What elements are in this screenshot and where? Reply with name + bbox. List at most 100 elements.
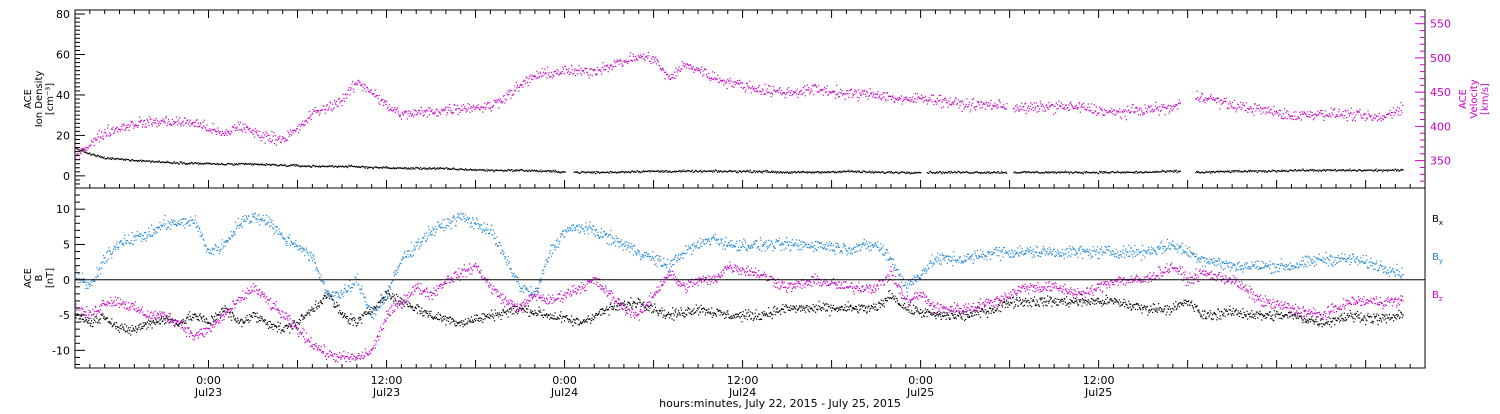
velocity-point	[1088, 109, 1090, 111]
velocity-point	[521, 84, 523, 86]
velocity-point	[133, 127, 135, 129]
bx-point	[155, 322, 157, 324]
bx-point	[434, 316, 436, 319]
velocity-point	[105, 135, 107, 137]
density-point	[936, 171, 938, 173]
velocity-point	[1139, 107, 1141, 109]
bx-point	[134, 330, 136, 332]
density-point	[124, 159, 126, 161]
bx-point	[217, 313, 219, 315]
density-point	[421, 168, 423, 170]
bx-point	[505, 311, 507, 313]
velocity-point	[256, 130, 258, 132]
density-point	[869, 171, 871, 173]
density-point	[1231, 170, 1233, 172]
velocity-point	[165, 117, 167, 119]
bx-point	[539, 311, 541, 313]
bx-point	[447, 317, 449, 319]
velocity-point	[1267, 112, 1269, 114]
velocity-point	[197, 122, 199, 124]
bx-point	[319, 301, 321, 303]
bx-point	[416, 304, 418, 306]
density-point	[1055, 172, 1057, 174]
bx-point	[534, 310, 536, 312]
density-point	[1090, 172, 1092, 174]
bx-point	[514, 305, 516, 307]
bx-point	[193, 314, 195, 316]
density-point	[500, 169, 502, 171]
velocity-point	[613, 66, 615, 68]
bx-point	[676, 313, 678, 315]
velocity-point	[539, 71, 541, 73]
density-point	[1312, 169, 1314, 171]
density-point	[878, 171, 880, 173]
velocity-point	[1038, 110, 1040, 112]
velocity-point	[186, 120, 188, 122]
density-point	[655, 170, 658, 172]
density-point	[1347, 169, 1350, 171]
density-point	[700, 169, 702, 171]
bx-point	[134, 326, 137, 328]
density-point	[104, 158, 106, 160]
density-point	[691, 170, 693, 172]
bx-point	[584, 321, 586, 323]
bx-point	[308, 309, 310, 311]
velocity-point	[422, 115, 424, 117]
density-point	[465, 169, 467, 171]
bx-point	[271, 326, 273, 328]
velocity-point	[1213, 100, 1216, 102]
density-point	[1022, 171, 1024, 173]
density-point	[1210, 172, 1212, 174]
density-point	[948, 171, 950, 173]
density-point	[146, 160, 148, 162]
density-point	[504, 169, 506, 171]
density-point	[828, 171, 831, 173]
density-point	[397, 167, 399, 169]
density-point	[890, 172, 892, 174]
velocity-point	[93, 144, 95, 147]
bx-point	[926, 316, 928, 318]
velocity-point	[504, 98, 507, 100]
bx-point	[599, 308, 601, 311]
velocity-point	[1112, 113, 1114, 115]
density-point	[1103, 172, 1106, 174]
bx-point	[458, 322, 460, 324]
density-point	[1051, 171, 1053, 173]
density-point	[1112, 171, 1115, 173]
density-point	[1220, 170, 1222, 172]
bx-point	[317, 305, 319, 307]
density-point	[530, 170, 532, 172]
bx-point	[689, 308, 691, 310]
density-point	[1286, 170, 1288, 172]
velocity-point	[1017, 108, 1019, 110]
velocity-point	[453, 104, 455, 106]
velocity-point	[923, 97, 925, 99]
density-point	[1033, 172, 1035, 174]
density-point	[582, 171, 584, 173]
density-point	[1024, 171, 1026, 173]
bx-point	[137, 325, 140, 327]
density-point	[987, 171, 989, 173]
bx-point	[935, 318, 937, 320]
velocity-point	[509, 89, 511, 91]
velocity-point	[324, 112, 326, 114]
velocity-point	[1161, 104, 1163, 106]
velocity-point	[958, 107, 960, 109]
velocity-point	[381, 98, 383, 101]
bx-point	[775, 308, 777, 310]
velocity-point	[657, 61, 659, 63]
bx-point	[451, 318, 453, 320]
bx-point	[550, 317, 553, 319]
density-point	[735, 170, 737, 172]
density-point	[564, 171, 566, 173]
velocity-point	[248, 129, 250, 131]
velocity-point	[384, 101, 386, 103]
density-point	[312, 164, 314, 166]
bx-point	[156, 321, 159, 324]
velocity-point	[713, 72, 716, 74]
velocity-point	[191, 122, 193, 124]
bx-point	[260, 317, 262, 319]
density-point	[236, 164, 238, 166]
density-point	[864, 170, 866, 172]
velocity-point	[301, 124, 303, 126]
